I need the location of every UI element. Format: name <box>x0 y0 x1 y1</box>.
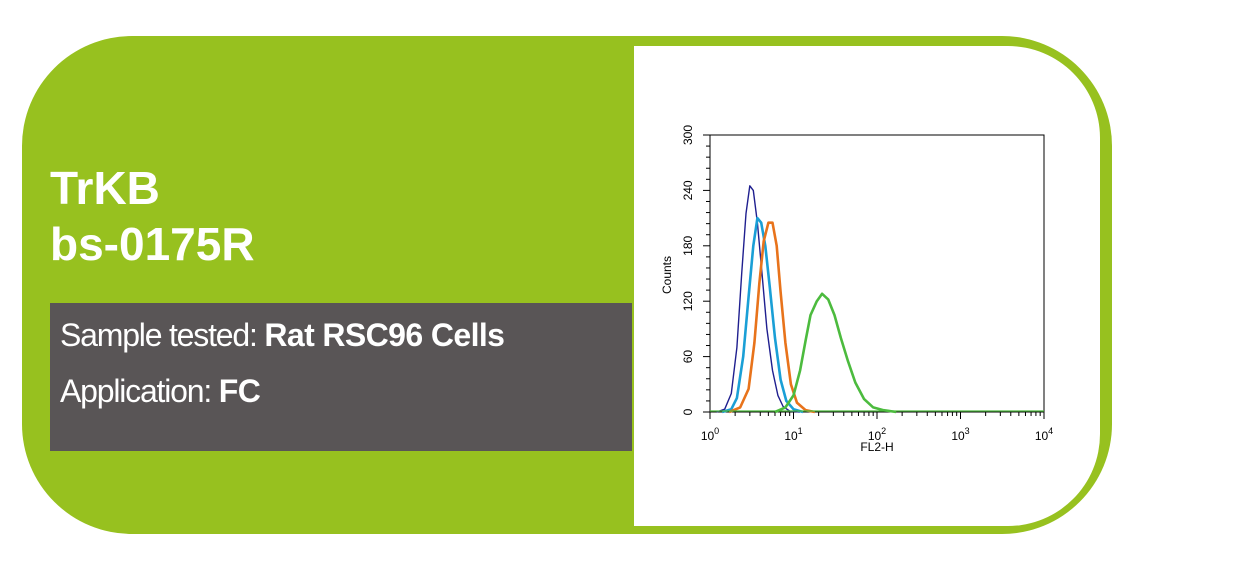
sample-value: Rat RSC96 Cells <box>264 317 505 353</box>
series-line-2 <box>721 216 804 414</box>
application-value: FC <box>218 373 261 409</box>
x-tick-label: 100 <box>701 426 719 443</box>
application-label: Application: <box>60 373 212 409</box>
y-axis: 0 60 120 180 240 300 <box>681 125 710 415</box>
application-line: Application: FC <box>60 373 261 410</box>
sample-label: Sample tested: <box>60 317 258 353</box>
y-tick-label: 180 <box>681 235 695 255</box>
y-axis-title: Counts <box>660 256 674 294</box>
product-title: TrKB bs-0175R <box>50 160 255 272</box>
y-tick-label: 0 <box>681 408 695 415</box>
chart-panel <box>634 46 1100 526</box>
x-tick-label: 101 <box>784 426 802 443</box>
info-box: Sample tested: Rat RSC96 Cells Applicati… <box>50 303 632 451</box>
series-line-1 <box>716 185 801 413</box>
series-group <box>710 185 1044 414</box>
antigen-name: TrKB <box>50 162 160 214</box>
y-tick-label: 300 <box>681 125 695 145</box>
x-axis-title: FL2-H <box>860 440 893 454</box>
y-tick-label: 240 <box>681 180 695 200</box>
x-tick-label: 103 <box>951 426 969 443</box>
x-tick-label: 104 <box>1035 426 1053 443</box>
series-line-4 <box>774 292 897 414</box>
y-tick-label: 120 <box>681 291 695 311</box>
y-tick-label: 60 <box>681 350 695 364</box>
series-line-3 <box>728 221 816 414</box>
x-axis: 100 101 102 103 104 <box>701 412 1053 443</box>
catalog-number: bs-0175R <box>50 218 255 270</box>
sample-line: Sample tested: Rat RSC96 Cells <box>60 317 505 354</box>
